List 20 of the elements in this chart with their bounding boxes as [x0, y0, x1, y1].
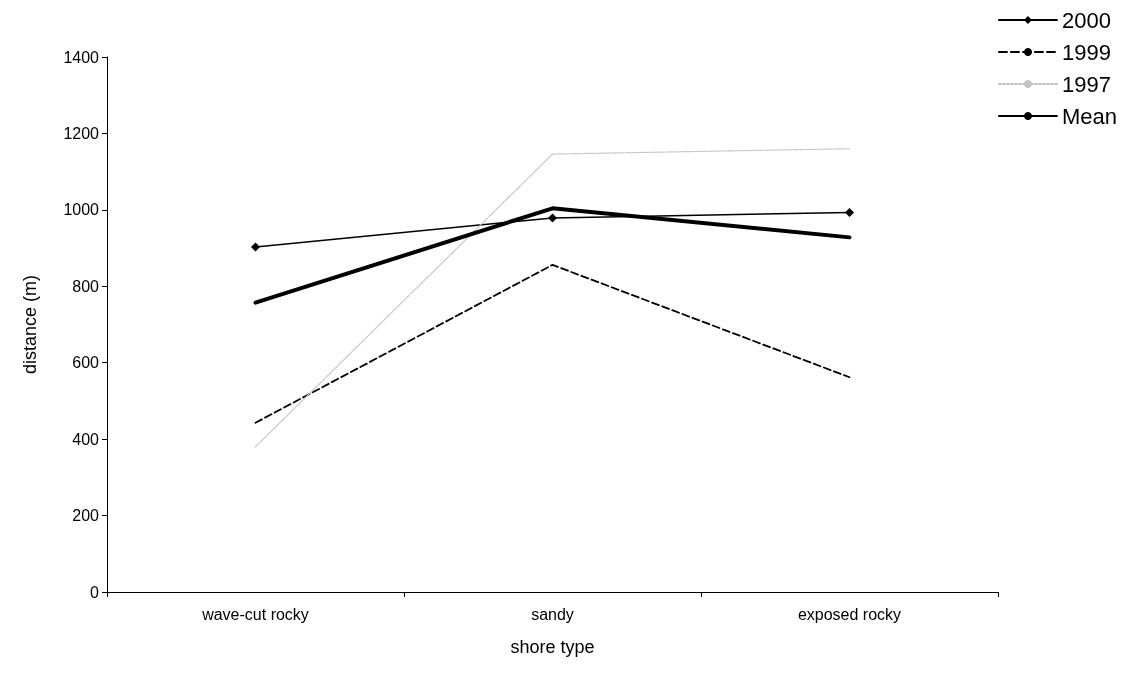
y-tick-label: 400 [72, 430, 100, 448]
x-tick-label: sandy [531, 605, 574, 623]
legend-label: 1999 [1061, 39, 1111, 65]
y-tick-label: 1000 [63, 201, 100, 219]
y-tick-label: 1400 [63, 48, 100, 66]
legend-label: Mean [1061, 103, 1118, 129]
y-tick-label: 0 [90, 583, 100, 601]
x-tick-label: exposed rocky [797, 605, 902, 623]
legend-label: 2000 [1061, 7, 1111, 33]
legend-label: 1997 [1061, 71, 1111, 97]
point [251, 242, 260, 252]
point [548, 213, 557, 223]
y-tick-label: 1200 [63, 124, 100, 142]
x-tick-label: wave-cut rocky [201, 605, 309, 623]
point [845, 208, 854, 218]
y-axis-title: distance (m) [20, 274, 40, 375]
y-tick-label: 800 [72, 277, 100, 295]
y-tick-label: 600 [72, 354, 100, 372]
y-tick-label: 200 [72, 507, 100, 525]
x-axis-title: shore type [510, 637, 595, 657]
